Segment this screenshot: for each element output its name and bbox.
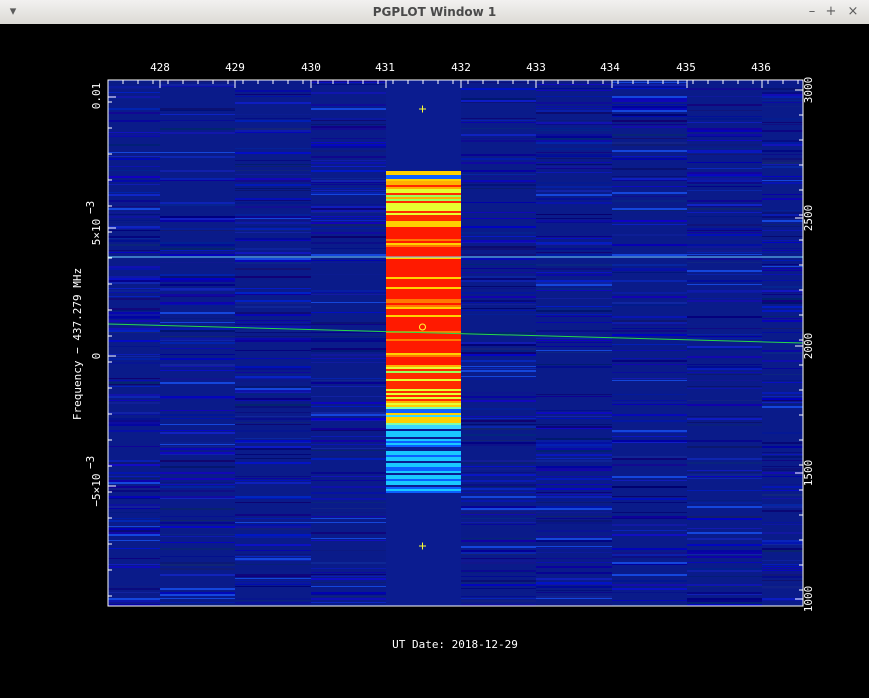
plot-canvas: 428 429 430 431 432 433 434 435 436 0.01… [0,24,869,694]
left-tick-label: 0.01 [90,83,103,110]
x-axis-label: UT Date: 2018-12-29 [392,638,518,651]
minimize-button[interactable]: – [808,4,816,19]
window-menu-icon[interactable]: ▾ [9,4,17,19]
axis-ticks [108,80,803,600]
top-tick-label: 434 [600,61,620,74]
top-tick-labels: 428 429 430 431 432 433 434 435 436 [150,61,771,74]
right-tick-label: 2000 [802,333,815,360]
right-tick-label: 2500 [802,205,815,232]
top-tick-label: 432 [451,61,471,74]
plus-marker-bottom [419,542,426,550]
plus-marker-top [419,105,426,113]
maximize-button[interactable]: + [825,4,837,19]
top-tick-label: 435 [676,61,696,74]
title-bar[interactable]: ▾ PGPLOT Window 1 – + × [0,0,869,25]
left-tick-labels: 0.01 5×10 −3 0 −5×10 −3 [84,83,103,507]
plot-frame [107,79,804,607]
close-button[interactable]: × [847,4,859,19]
circle-marker [419,323,426,331]
top-tick-label: 428 [150,61,170,74]
top-tick-label: 431 [375,61,395,74]
waterfall-plot: 428 429 430 431 432 433 434 435 436 0.01… [0,24,869,694]
right-tick-label: 3000 [802,77,815,104]
green-trace-line [107,323,804,344]
left-tick-label: 0 [90,353,103,360]
top-tick-label: 433 [526,61,546,74]
left-tick-exponent: −3 [84,201,97,214]
top-tick-label: 436 [751,61,771,74]
left-tick-exponent: −3 [84,456,97,469]
right-tick-label: 1000 [802,586,815,613]
right-tick-labels: 1000 1500 2000 2500 3000 [802,77,815,613]
window-title: PGPLOT Window 1 [372,5,497,19]
heatmap [108,80,803,606]
y-axis-label: Frequency − 437.279 MHz [71,268,84,420]
right-tick-label: 1500 [802,460,815,487]
left-tick-label: −5×10 [90,473,103,506]
left-tick-label: 5×10 [90,219,103,246]
top-tick-label: 429 [225,61,245,74]
top-tick-label: 430 [301,61,321,74]
